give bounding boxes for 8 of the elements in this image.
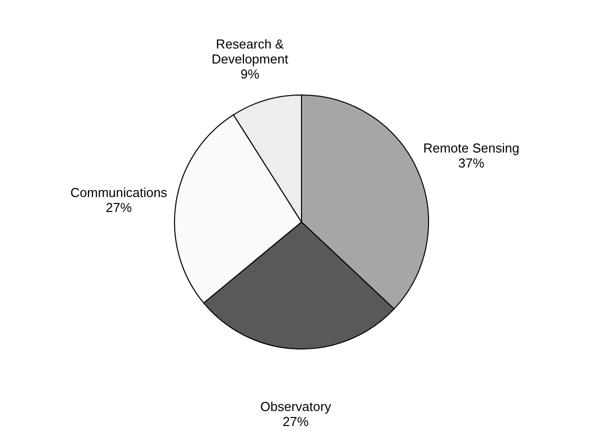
- data-label: 27%: [282, 414, 310, 429]
- slice-label: Remote Sensing: [423, 140, 520, 156]
- slice-label: Communications: [70, 185, 168, 200]
- slice-label: Research & Development: [212, 36, 289, 66]
- data-label: 9%: [240, 66, 260, 82]
- slice-label: Observatory: [260, 398, 332, 414]
- data-label: 27%: [106, 200, 132, 216]
- data-label: 37%: [458, 156, 485, 171]
